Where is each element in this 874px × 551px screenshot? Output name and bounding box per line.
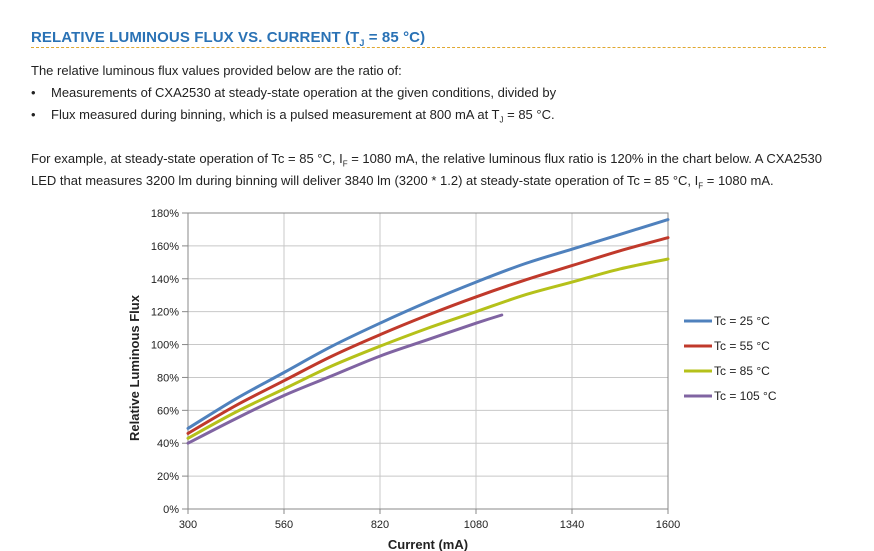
plot-area [187,212,669,510]
x-axis-label: Current (mA) [388,537,468,551]
chart-series [186,218,670,445]
x-axis-ticks: 300 560 820 1080 1340 1600 [179,509,680,531]
legend-label: Tc = 55 °C [714,339,770,353]
x-tick-label: 820 [371,519,389,531]
y-tick-label: 160% [151,241,179,253]
series-line-3 [186,257,670,440]
bullet-text: Flux measured during binning, which is a… [51,107,555,125]
series-line-1 [186,218,670,430]
y-tick-label: 100% [151,340,179,352]
series-line-4 [186,313,504,445]
bullet-dot: • [31,107,36,122]
y-tick-label: 60% [157,405,179,417]
legend-label: Tc = 85 °C [714,364,770,378]
section-title: RELATIVE LUMINOUS FLUX VS. CURRENT (TJ =… [31,29,426,48]
x-tick-label: 300 [179,519,197,531]
intro-text: The relative luminous flux values provid… [31,63,402,78]
x-tick-label: 1600 [656,519,680,531]
x-tick-label: 1080 [464,519,488,531]
y-tick-label: 40% [157,438,179,450]
y-tick-label: 140% [151,274,179,286]
y-axis-label: Relative Luminous Flux [127,294,142,441]
bullet-dot: • [31,85,36,100]
example-line-2: LED that measures 3200 lm during binning… [31,173,774,191]
y-tick-label: 0% [163,504,179,516]
bullet-text: Measurements of CXA2530 at steady-state … [51,85,557,100]
x-tick-label: 1340 [560,519,584,531]
series-line-2 [186,236,670,435]
x-tick-label: 560 [275,519,293,531]
legend-label: Tc = 105 °C [714,389,777,403]
chart-legend: Tc = 25 °C Tc = 55 °C Tc = 85 °C Tc = 105 °… [684,314,777,403]
y-tick-label: 180% [151,208,179,220]
example-line-1: For example, at steady-state operation o… [31,151,823,169]
y-tick-label: 20% [157,471,179,483]
title-divider [31,47,826,48]
y-axis-ticks: 0% 20% 40% 60% 80% 100% 120% 140% 160% 180% [151,208,188,516]
y-tick-label: 80% [157,372,179,384]
y-tick-label: 120% [151,307,179,319]
legend-label: Tc = 25 °C [714,314,770,328]
